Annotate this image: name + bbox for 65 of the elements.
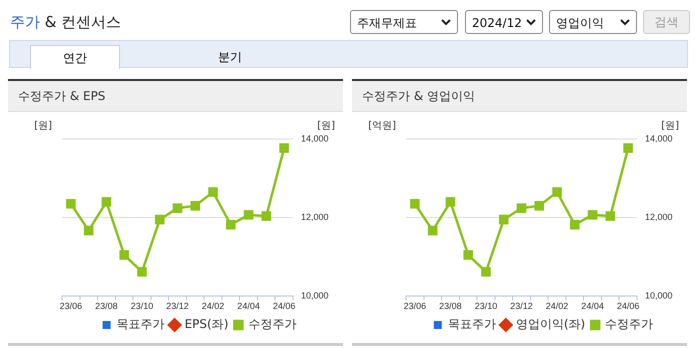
point: [570, 220, 580, 230]
point: [190, 201, 200, 211]
point: [588, 210, 598, 220]
y2-axis-title: [원]: [317, 120, 336, 132]
x-tick-label: 24/04: [581, 301, 604, 312]
chart-title: 수정주가 & EPS: [8, 81, 343, 112]
y-axis-title: [원]: [34, 120, 52, 132]
point: [428, 226, 438, 236]
point: [262, 211, 272, 221]
point: [534, 201, 544, 211]
point: [410, 199, 420, 209]
x-tick-label: 23/12: [510, 301, 533, 312]
point: [244, 210, 254, 220]
x-tick-label: 23/10: [474, 301, 498, 312]
text: 2024/12: [465, 10, 543, 34]
legend-label: 목표주가: [448, 317, 496, 332]
text: 검색: [643, 10, 690, 34]
y2-tick-label: 10,000: [645, 290, 673, 301]
point: [226, 220, 236, 230]
chart-title: 수정주가 & 영업이익: [352, 81, 687, 112]
y2-axis-title: [원]: [661, 120, 680, 132]
point: [119, 250, 129, 260]
x-tick-label: 23/06: [404, 301, 426, 312]
legend-label: 수정주가: [248, 317, 296, 332]
point: [498, 214, 509, 224]
text: 분기: [217, 49, 243, 66]
x-tick-label: 23/08: [439, 301, 462, 312]
point: [172, 203, 182, 213]
point: [137, 267, 147, 277]
x-tick-label: 24/06: [272, 301, 296, 312]
point: [208, 187, 218, 197]
y2-tick-label: 12,000: [645, 212, 673, 222]
text: 주가 & 컨센서스: [10, 13, 122, 32]
y-axis-title: [억원]: [368, 120, 396, 132]
x-tick-label: 24/04: [237, 301, 260, 312]
point: [84, 226, 94, 236]
point: [552, 187, 562, 197]
point: [102, 197, 112, 207]
x-tick-label: 23/06: [60, 301, 82, 312]
point: [606, 211, 616, 221]
x-tick-label: 24/06: [616, 301, 640, 312]
x-tick-label: 23/08: [95, 301, 118, 312]
x-tick-label: 24/02: [202, 301, 224, 312]
point: [154, 214, 165, 224]
text: 연간: [30, 45, 120, 69]
point: [66, 199, 76, 209]
x-tick-label: 23/10: [130, 301, 154, 312]
y2-tick-label: 14,000: [301, 133, 329, 144]
point: [516, 203, 526, 213]
y2-tick-label: 10,000: [301, 290, 329, 301]
point: [623, 143, 633, 153]
point: [481, 267, 491, 277]
y2-tick-label: 14,000: [645, 133, 673, 144]
x-tick-label: 24/02: [546, 301, 568, 312]
legend-label: EPS(좌): [184, 317, 228, 332]
y2-tick-label: 12,000: [301, 212, 329, 222]
point: [279, 143, 289, 153]
point: [446, 197, 456, 207]
x-tick-label: 23/12: [166, 301, 189, 312]
text: 주재무제표: [350, 10, 458, 34]
legend-label: 영업이익(좌): [516, 317, 586, 332]
text: 영업이익: [549, 10, 637, 34]
point: [463, 250, 473, 260]
legend-label: 목표주가: [116, 317, 165, 332]
legend-label: 수정주가: [605, 317, 654, 332]
